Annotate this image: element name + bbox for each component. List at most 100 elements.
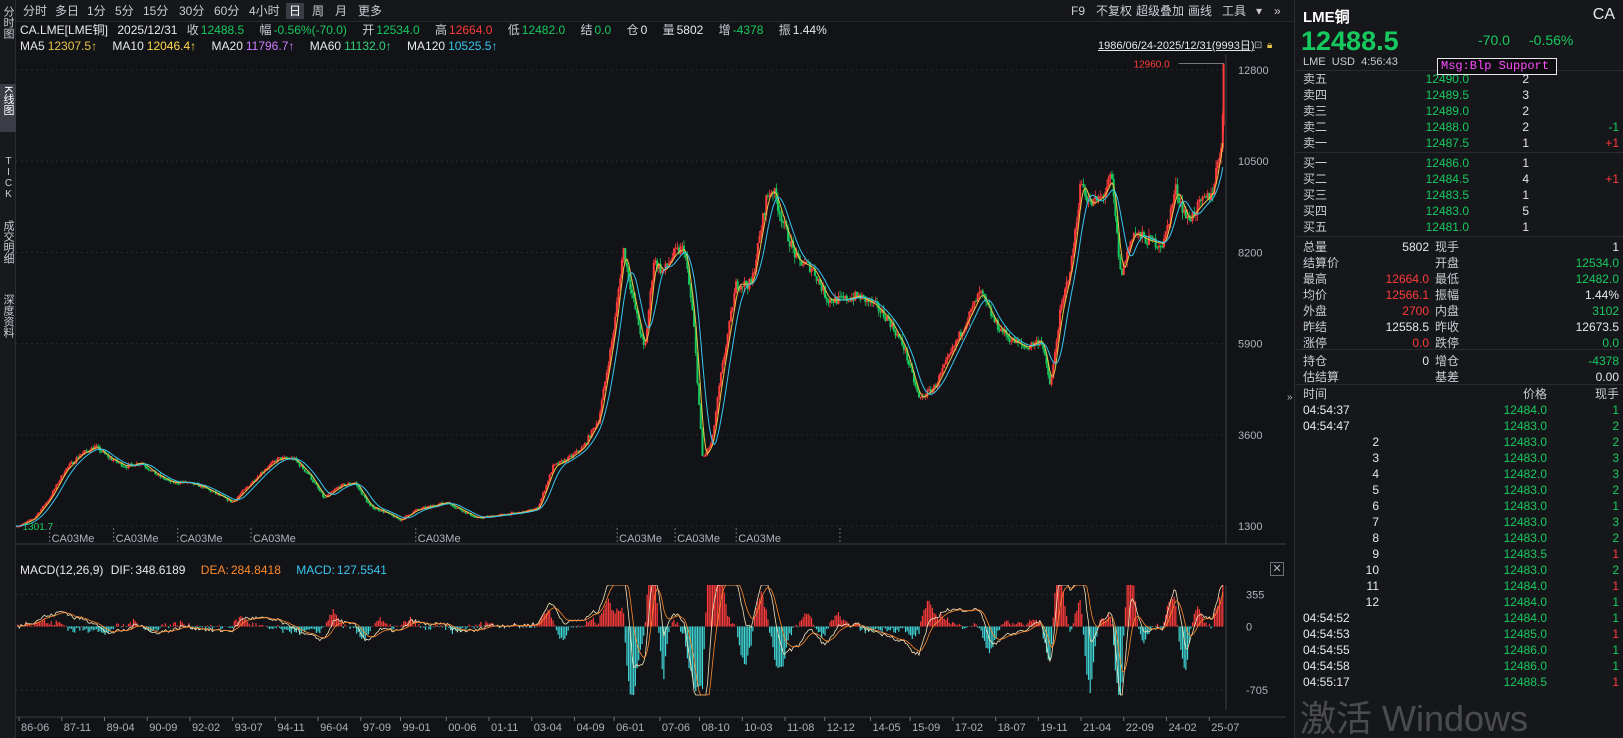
vtab-timeshare[interactable]: 分时图 [0, 4, 16, 48]
roll-marker-label: CA03Me [116, 533, 159, 545]
tick-row[interactable]: 8 12483.0 2 [1303, 530, 1619, 546]
candle-body [412, 511, 415, 514]
tick-row[interactable]: 2 12483.0 2 [1303, 434, 1619, 450]
vtab-depth[interactable]: 深度资料 [0, 292, 16, 354]
period-month[interactable]: 月 [335, 4, 348, 18]
candle-body [362, 494, 365, 496]
candle-body [630, 289, 633, 294]
macd-chart[interactable]: 355 0 -705 [16, 585, 1286, 715]
time-tick-label: 89-04 [106, 722, 134, 734]
bid-row[interactable]: 买四 12483.0 5 [1303, 203, 1619, 219]
candle-body [649, 290, 652, 311]
tick-row[interactable]: 04:54:47 12483.0 2 [1303, 418, 1619, 434]
close-icon[interactable]: ✕ [1270, 562, 1284, 576]
kline-chart[interactable]: 1280010500820059003600130012960.01301.7C… [16, 54, 1286, 564]
candle-body [349, 483, 352, 485]
ma10-legend[interactable]: MA10 12046.4↑ [112, 39, 202, 53]
ask-row[interactable]: 卖四 12489.5 3 [1303, 87, 1619, 103]
candle-body [864, 296, 867, 302]
chevron-right-icon[interactable]: ▾ [1256, 4, 1263, 18]
super-overlay-button[interactable]: 超级叠加 [1136, 4, 1185, 18]
candle-body [1008, 337, 1011, 342]
ask-row[interactable]: 卖一 12487.5 1 +1 [1303, 135, 1619, 151]
no-adjust-button[interactable]: 不复权 [1096, 4, 1133, 18]
candle-body [469, 513, 472, 516]
ma60-legend[interactable]: MA60 11132.0↑ [310, 39, 398, 53]
f9-button[interactable]: F9 [1071, 4, 1086, 18]
ask-row[interactable]: 卖三 12489.0 2 [1303, 103, 1619, 119]
bid-row[interactable]: 买三 12483.5 1 [1303, 187, 1619, 203]
tick-row[interactable]: 11 12484.0 1 [1303, 578, 1619, 594]
tick-time: 9 [1372, 547, 1379, 561]
ticks-header-vol: 现手 [1594, 387, 1619, 401]
candle-body [1111, 174, 1114, 179]
candle-body [1067, 280, 1070, 282]
tick-row[interactable]: 4 12482.0 3 [1303, 466, 1619, 482]
candle-body [1072, 248, 1075, 257]
candle-body [427, 505, 430, 507]
message-box[interactable]: Msg:Blp Support [1437, 58, 1557, 75]
bid-row[interactable]: 买二 12484.5 4 +1 [1303, 171, 1619, 187]
double-chevron-icon[interactable]: » [1274, 4, 1281, 18]
candle-body [16, 526, 19, 528]
tick-row[interactable]: 04:54:37 12484.0 1 [1303, 402, 1619, 418]
period-day[interactable]: 日 [286, 3, 305, 19]
tick-row[interactable]: 10 12483.0 2 [1303, 562, 1619, 578]
period-more[interactable]: 更多 [358, 4, 383, 18]
period-week[interactable]: 周 [312, 4, 325, 18]
tick-row[interactable]: 3 12483.0 3 [1303, 450, 1619, 466]
period-15min[interactable]: 15分 [143, 4, 169, 18]
period-4hour[interactable]: 4小时 [249, 4, 280, 18]
panel-toggle-icon[interactable]: » [1287, 392, 1293, 403]
vtab-kline[interactable]: K线图 [0, 84, 16, 132]
candle-body [704, 453, 707, 456]
tick-row[interactable]: 04:54:58 12486.0 1 [1303, 658, 1619, 674]
vtab-trade-detail[interactable]: 成交明细 [0, 218, 16, 280]
tick-row[interactable]: 7 12483.0 3 [1303, 514, 1619, 530]
bid-volume: 1 [1522, 220, 1529, 234]
bid-price: 12483.0 [1425, 204, 1469, 218]
tick-row[interactable]: 04:54:53 12485.0 1 [1303, 626, 1619, 642]
candle-body [919, 396, 922, 398]
ma5-legend[interactable]: MA5 12307.5↑ [20, 39, 103, 53]
period-timeshare[interactable]: 分时 [23, 4, 48, 18]
period-60min[interactable]: 60分 [214, 4, 240, 18]
tick-row[interactable]: 04:55:17 12488.5 1 [1303, 674, 1619, 690]
tick-row[interactable]: 12 12484.0 1 [1303, 594, 1619, 610]
candle-body [970, 309, 973, 312]
ask-row[interactable]: 卖二 12488.0 2 -1 [1303, 119, 1619, 135]
tick-row[interactable]: 9 12483.5 1 [1303, 546, 1619, 562]
candle-body [1065, 281, 1068, 289]
ma120-legend[interactable]: MA120 10525.5↑ [407, 39, 503, 53]
date-range-label[interactable]: 1986/06/24-2025/12/31(9993日) [1098, 40, 1255, 52]
candle-body [1025, 347, 1028, 349]
period-5min[interactable]: 5分 [115, 4, 134, 18]
vtab-tick[interactable]: TICK [0, 154, 16, 206]
lock-icon[interactable]: ⊡ [1254, 40, 1263, 51]
bid-row[interactable]: 买五 12481.0 1 [1303, 219, 1619, 235]
candle-body [619, 278, 622, 290]
candle-body [1154, 238, 1157, 248]
candle-body [871, 299, 874, 304]
bid-row[interactable]: 买一 12486.0 1 [1303, 155, 1619, 171]
candle-body [547, 481, 550, 485]
roll-marker-label: CA03Me [52, 533, 95, 545]
stat-value: 1 [1612, 240, 1619, 254]
tick-row[interactable]: 04:54:52 12484.0 1 [1303, 610, 1619, 626]
period-multiday[interactable]: 多日 [55, 4, 80, 18]
padlock-icon[interactable]: 🔒︎ [1267, 40, 1273, 51]
tools-button[interactable]: 工具 [1222, 4, 1247, 18]
draw-line-button[interactable]: 画线 [1188, 4, 1213, 18]
candle-body [726, 334, 729, 348]
ask-row[interactable]: 卖五 12490.0 2 [1303, 71, 1619, 87]
tick-price: 12484.0 [1503, 403, 1547, 417]
period-1min[interactable]: 1分 [87, 4, 106, 18]
candle-body [367, 502, 370, 504]
tick-row[interactable]: 6 12483.0 1 [1303, 498, 1619, 514]
period-30min[interactable]: 30分 [179, 4, 205, 18]
tick-row[interactable]: 5 12483.0 2 [1303, 482, 1619, 498]
tick-row[interactable]: 04:54:55 12486.0 1 [1303, 642, 1619, 658]
candle-body [911, 366, 914, 373]
stats-row: 外盘 2700 内盘 3102 [1303, 303, 1619, 319]
ma20-legend[interactable]: MA20 11796.7↑ [212, 39, 301, 53]
